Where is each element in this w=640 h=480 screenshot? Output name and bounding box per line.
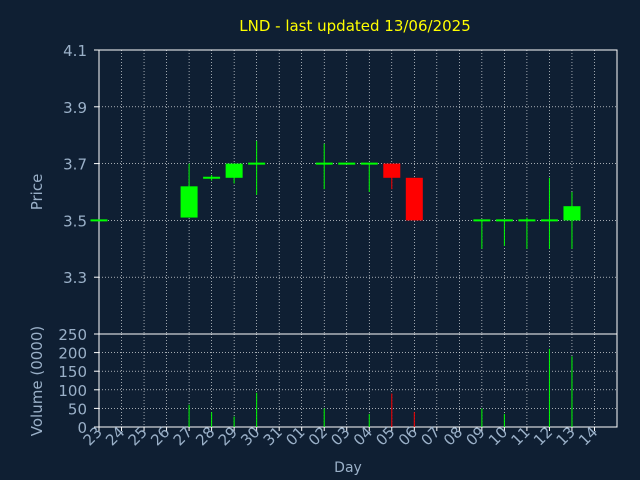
volume-tick-label: 250 xyxy=(58,326,87,344)
price-tick-label: 4.1 xyxy=(63,42,87,60)
price-tick-label: 3.7 xyxy=(63,156,87,174)
volume-panel: 2502001501005002324252627282930310102030… xyxy=(58,326,618,449)
price-tick-label: 3.9 xyxy=(63,99,87,117)
volume-tick-label: 100 xyxy=(58,382,87,400)
candle-body xyxy=(383,163,401,178)
price-panel: 4.1 3.9 3.7 3.5 3.3 xyxy=(63,42,618,335)
price-plot-frame xyxy=(98,49,618,335)
volume-tick-label: 200 xyxy=(58,345,87,363)
price-tick-label: 3.3 xyxy=(63,269,87,287)
volume-axis-label: Volume (0000) xyxy=(28,326,46,436)
volume-plot-frame xyxy=(98,333,618,428)
volume-tick-label: 50 xyxy=(68,400,87,418)
candle-body xyxy=(225,163,243,178)
candle-body xyxy=(405,177,423,221)
price-tick-label: 3.5 xyxy=(63,212,87,230)
chart-title: LND - last updated 13/06/2025 xyxy=(239,17,471,35)
candle-body xyxy=(563,206,581,221)
volume-tick-label: 0 xyxy=(77,419,87,437)
candle-body xyxy=(180,186,198,218)
price-axis-label: Price xyxy=(28,174,46,211)
volume-tick-label: 150 xyxy=(58,363,87,381)
day-axis-label: Day xyxy=(334,460,362,476)
